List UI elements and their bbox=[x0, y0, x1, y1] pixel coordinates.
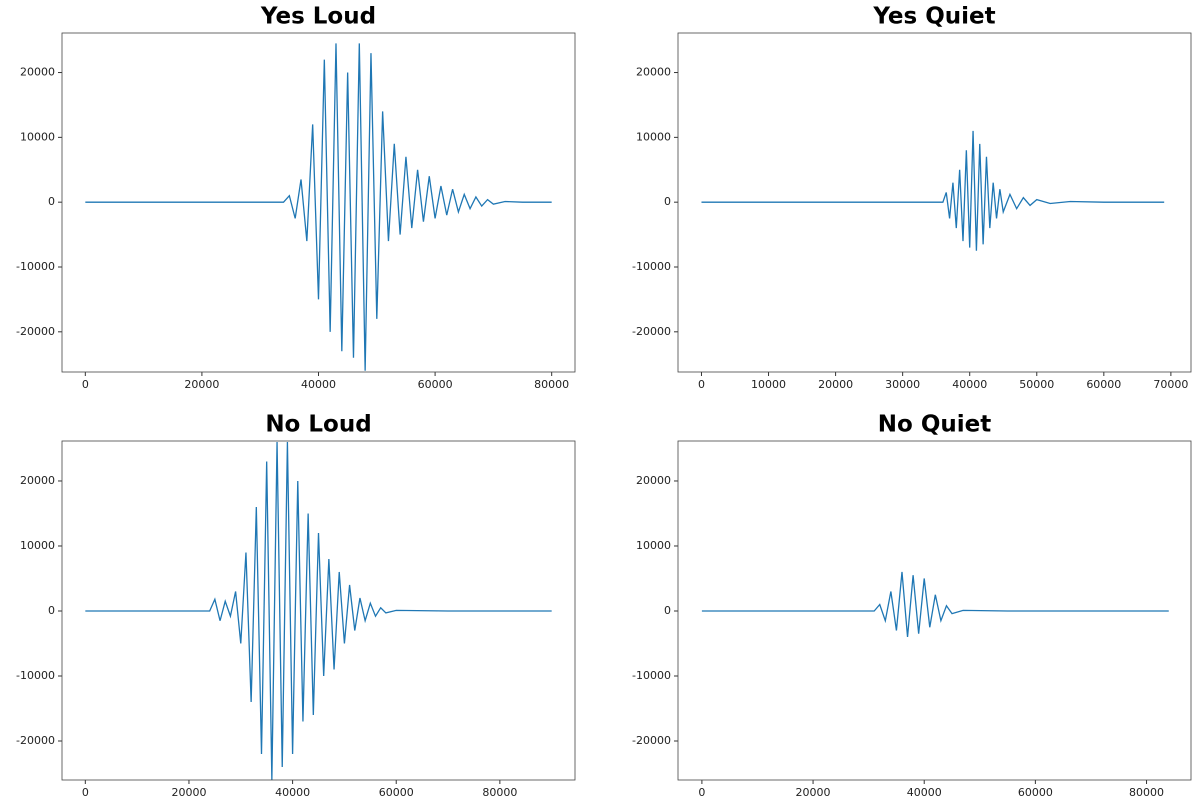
subplot: No Loud -20000 -10000 0 10000 20000 0 20000 4000… bbox=[16, 412, 576, 799]
y-tick-label: -10000 bbox=[632, 669, 671, 682]
y-tick-label: 20000 bbox=[20, 474, 55, 487]
waveform bbox=[701, 571, 1169, 638]
axes-frame bbox=[61, 440, 576, 781]
y-tick-label: -20000 bbox=[632, 325, 671, 338]
plot-area bbox=[701, 571, 1169, 638]
y-tick-label: -10000 bbox=[16, 260, 55, 273]
x-tick-label: 80000 bbox=[1129, 786, 1164, 799]
y-tick-label: 10000 bbox=[636, 130, 671, 143]
x-tick-label: 20000 bbox=[796, 786, 831, 799]
x-tick-label: 0 bbox=[698, 786, 705, 799]
waveform bbox=[701, 130, 1165, 251]
chart-title: No Loud bbox=[265, 412, 371, 438]
y-tick-label: 10000 bbox=[636, 539, 671, 552]
y-tick-label: -20000 bbox=[16, 325, 55, 338]
y-tick-label: 0 bbox=[48, 195, 55, 208]
y-tick-label: 10000 bbox=[20, 130, 55, 143]
plot-area bbox=[85, 43, 552, 371]
x-tick-label: 60000 bbox=[379, 786, 414, 799]
axes-frame bbox=[677, 32, 1192, 373]
y-tick-label: 20000 bbox=[20, 66, 55, 79]
subplot: Yes Quiet -20000 -10000 0 10000 20000 0 10000 20… bbox=[632, 4, 1192, 391]
x-tick-label: 70000 bbox=[1153, 378, 1188, 391]
y-tick-label: 10000 bbox=[20, 539, 55, 552]
waveform bbox=[85, 441, 552, 780]
y-tick-label: 20000 bbox=[636, 66, 671, 79]
x-tick-label: 80000 bbox=[534, 378, 569, 391]
x-tick-label: 30000 bbox=[885, 378, 920, 391]
y-tick-label: 0 bbox=[664, 604, 671, 617]
y-tick-label: 0 bbox=[48, 604, 55, 617]
x-tick-label: 20000 bbox=[818, 378, 853, 391]
y-tick-label: -20000 bbox=[632, 734, 671, 747]
x-tick-label: 40000 bbox=[907, 786, 942, 799]
axes-frame bbox=[61, 32, 576, 373]
x-tick-label: 0 bbox=[82, 378, 89, 391]
subplot: Yes Loud -20000 -10000 0 10000 20000 0 20000 400… bbox=[16, 4, 576, 391]
chart-title: Yes Quiet bbox=[872, 4, 995, 30]
chart-title: No Quiet bbox=[878, 412, 991, 438]
x-tick-label: 10000 bbox=[751, 378, 786, 391]
x-tick-label: 0 bbox=[82, 786, 89, 799]
chart-title: Yes Loud bbox=[260, 4, 376, 30]
axes-frame bbox=[677, 440, 1192, 781]
subplot: No Quiet -20000 -10000 0 10000 20000 0 20000 400… bbox=[632, 412, 1192, 799]
plot-area bbox=[701, 130, 1165, 251]
y-tick-label: -10000 bbox=[16, 669, 55, 682]
x-tick-label: 20000 bbox=[184, 378, 219, 391]
x-tick-label: 80000 bbox=[482, 786, 517, 799]
x-tick-label: 60000 bbox=[418, 378, 453, 391]
x-tick-label: 20000 bbox=[171, 786, 206, 799]
x-tick-label: 0 bbox=[698, 378, 705, 391]
x-tick-label: 40000 bbox=[275, 786, 310, 799]
y-tick-label: -10000 bbox=[632, 260, 671, 273]
x-tick-label: 40000 bbox=[301, 378, 336, 391]
waveform bbox=[85, 43, 552, 371]
y-tick-label: -20000 bbox=[16, 734, 55, 747]
plot-area bbox=[85, 441, 552, 780]
x-tick-label: 40000 bbox=[952, 378, 987, 391]
y-tick-label: 0 bbox=[664, 195, 671, 208]
y-tick-label: 20000 bbox=[636, 474, 671, 487]
x-tick-label: 50000 bbox=[1019, 378, 1054, 391]
x-tick-label: 60000 bbox=[1018, 786, 1053, 799]
x-tick-label: 60000 bbox=[1086, 378, 1121, 391]
